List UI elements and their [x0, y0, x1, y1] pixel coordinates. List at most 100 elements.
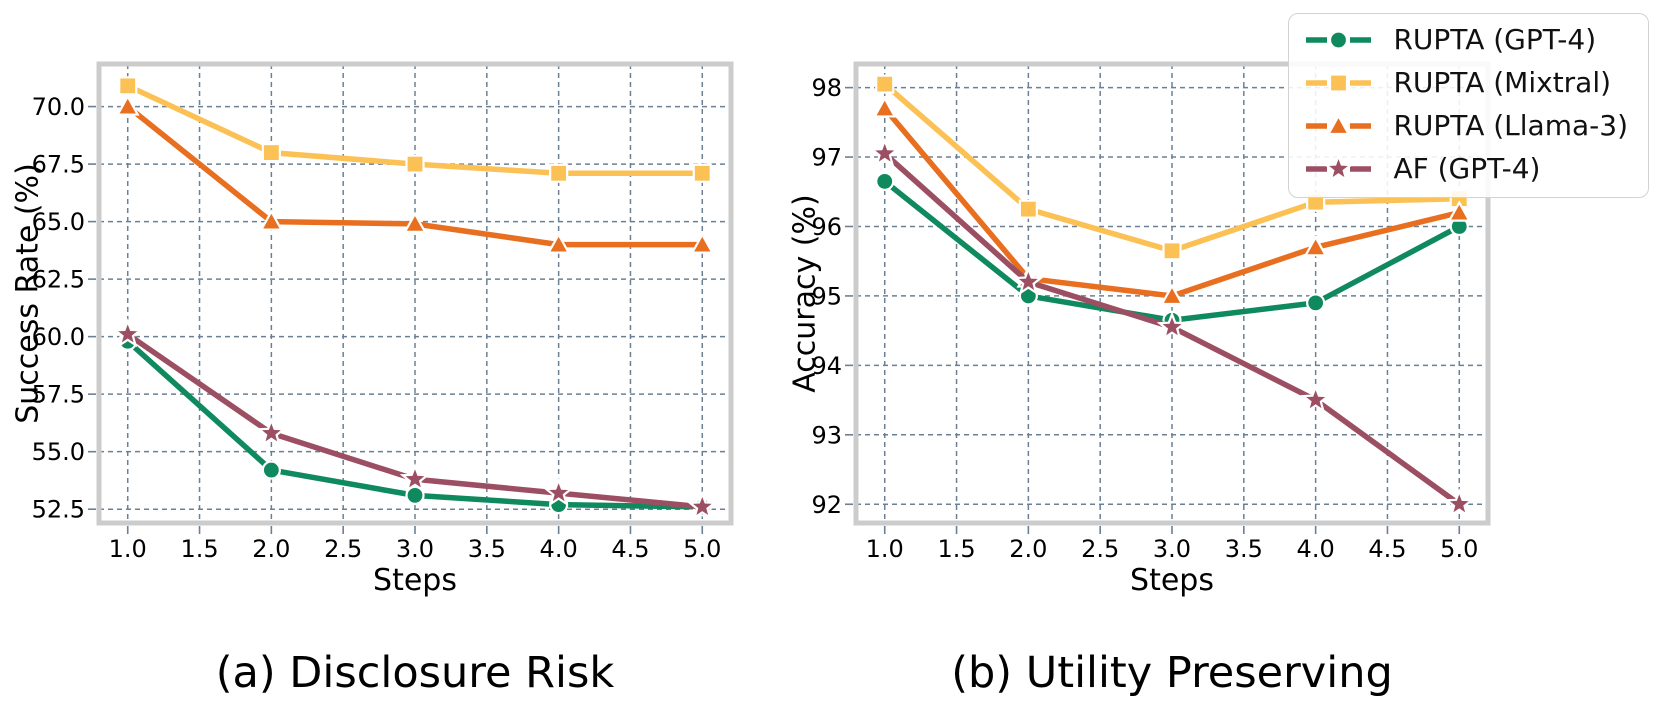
y-tick-label: 65.0 — [32, 208, 85, 236]
x-tick-label: 2.0 — [1009, 535, 1047, 563]
star-marker-icon — [1323, 154, 1355, 183]
triangle-marker-rupta-llama-3 — [1303, 235, 1328, 257]
star-marker-af-gpt-4 — [543, 476, 574, 507]
x-tick-label: 2.0 — [252, 535, 290, 563]
x-tick-label: 3.0 — [396, 535, 434, 563]
x-tick-label: 4.5 — [1368, 535, 1406, 563]
y-tick-label: 62.5 — [32, 266, 85, 294]
legend-item-rupta-llama-3: RUPTA (Llama-3) — [1305, 108, 1628, 144]
legend-label: RUPTA (Mixtral) — [1393, 66, 1612, 99]
triangle-marker-rupta-llama-3 — [546, 232, 571, 254]
star-marker-af-gpt-4 — [1156, 311, 1188, 341]
square-marker-rupta-mixtral — [1162, 241, 1182, 261]
y-axis-label: Success Rate (%) — [11, 163, 46, 424]
triangle-marker-rupta-llama-3 — [403, 211, 427, 234]
x-axis-label: Steps — [1130, 563, 1214, 598]
legend-item-rupta-mixtral: RUPTA (Mixtral) — [1305, 65, 1628, 101]
series-rupta-llama-3 — [872, 96, 1472, 306]
star-marker-af-gpt-4 — [1300, 383, 1331, 414]
y-tick-label: 94 — [811, 352, 842, 380]
x-tick-label: 4.5 — [611, 535, 649, 563]
grid — [99, 64, 731, 523]
legend-label: AF (GPT-4) — [1393, 152, 1541, 185]
y-tick-label: 97 — [811, 144, 842, 172]
star-marker-af-gpt-4 — [399, 463, 431, 493]
plot-frame — [96, 61, 734, 526]
series-af-gpt-4 — [112, 318, 718, 520]
square-marker-rupta-mixtral — [1018, 199, 1038, 219]
legend: RUPTA (GPT-4) RUPTA (Mixtral) RUPTA (Lla… — [1288, 13, 1649, 198]
legend-label: RUPTA (Llama-3) — [1393, 109, 1628, 142]
x-tick-label: 3.5 — [1225, 535, 1263, 563]
plot-frame — [853, 61, 1491, 526]
y-tick-label: 55.0 — [32, 438, 85, 466]
x-tick-label: 5.0 — [683, 535, 721, 563]
star-marker-af-gpt-4 — [1443, 488, 1475, 518]
square-marker-icon — [1306, 73, 1372, 93]
chart-a-disclosure-risk: 1.0 1.5 2.0 2.5 3.0 3.5 4.0 4.5 5.0 52.5 55.0 57.5 6… — [11, 61, 734, 598]
y-axis-label: Accuracy (%) — [788, 194, 823, 392]
x-tick-label: 1.5 — [937, 535, 975, 563]
y-tick-label: 60.0 — [32, 323, 85, 351]
series-rupta-mixtral — [118, 76, 712, 183]
y-tick-label: 98 — [811, 74, 842, 102]
star-marker-af-gpt-4 — [256, 417, 287, 447]
tick-marks — [845, 86, 1461, 534]
legend-label: RUPTA (GPT-4) — [1393, 23, 1597, 56]
circle-marker-icon — [1306, 30, 1372, 50]
star-marker-af-gpt-4 — [686, 490, 718, 520]
star-marker-af-gpt-4 — [112, 318, 144, 348]
triangle-marker-rupta-llama-3 — [1160, 283, 1184, 306]
triangle-marker-rupta-llama-3 — [872, 96, 897, 118]
x-tick-label: 4.0 — [540, 535, 578, 563]
star-marker-af-gpt-4 — [1013, 265, 1044, 296]
y-tick-label: 95 — [811, 282, 842, 310]
circle-marker-rupta-gpt-4 — [405, 485, 425, 505]
x-tick-label: 1.0 — [109, 535, 147, 563]
triangle-marker-rupta-llama-3 — [1447, 200, 1472, 222]
caption-utility-preserving: (b) Utility Preserving — [951, 648, 1393, 698]
circle-marker-rupta-gpt-4 — [875, 171, 895, 191]
caption-disclosure-risk: (a) Disclosure Risk — [215, 648, 615, 698]
square-marker-rupta-mixtral — [692, 163, 712, 183]
square-marker-icon — [1329, 73, 1349, 93]
x-tick-label: 1.0 — [866, 535, 904, 563]
square-marker-rupta-mixtral — [405, 154, 425, 174]
triangle-marker-rupta-llama-3 — [690, 232, 715, 254]
x-tick-label: 3.5 — [468, 535, 506, 563]
triangle-marker-icon — [1306, 113, 1372, 136]
y-tick-label: 93 — [811, 421, 842, 449]
legend-item-rupta-gpt-4: RUPTA (GPT-4) — [1305, 22, 1628, 58]
triangle-marker-icon — [1327, 113, 1351, 136]
circle-marker-rupta-gpt-4 — [1306, 293, 1326, 313]
square-marker-rupta-mixtral — [261, 142, 281, 163]
x-tick-label: 4.0 — [1297, 535, 1335, 563]
square-marker-rupta-mixtral — [549, 163, 569, 183]
x-tick-label: 2.5 — [1081, 535, 1119, 563]
y-tick-label: 96 — [811, 213, 842, 241]
y-tick-label: 70.0 — [32, 93, 85, 121]
series-rupta-llama-3 — [115, 94, 715, 254]
circle-marker-icon — [1329, 30, 1349, 50]
star-marker-af-gpt-4 — [869, 137, 901, 167]
x-axis-label: Steps — [373, 563, 457, 598]
x-tick-label: 2.5 — [324, 535, 362, 563]
y-tick-label: 57.5 — [32, 381, 85, 409]
tick-marks — [88, 105, 704, 534]
square-marker-rupta-mixtral — [118, 76, 138, 96]
star-marker-icon — [1306, 154, 1372, 183]
triangle-marker-rupta-llama-3 — [115, 94, 140, 116]
series-af-gpt-4 — [869, 137, 1475, 518]
triangle-marker-rupta-llama-3 — [259, 209, 284, 231]
circle-marker-rupta-gpt-4 — [261, 460, 281, 480]
x-tick-label: 1.5 — [180, 535, 218, 563]
series-rupta-mixtral — [875, 74, 1469, 261]
y-tick-label: 52.5 — [32, 496, 85, 524]
y-tick-label: 67.5 — [32, 151, 85, 179]
y-tick-label: 92 — [811, 491, 842, 519]
x-tick-label: 3.0 — [1153, 535, 1191, 563]
square-marker-rupta-mixtral — [875, 74, 895, 94]
x-tick-label: 5.0 — [1440, 535, 1478, 563]
legend-item-af-gpt-4: AF (GPT-4) — [1305, 151, 1628, 187]
